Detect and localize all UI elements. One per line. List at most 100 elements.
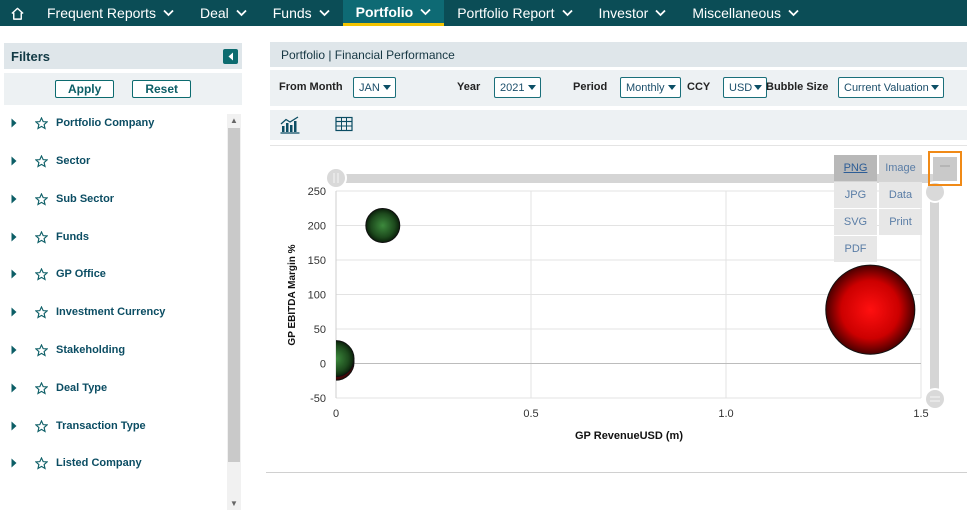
nav-funds[interactable]: Funds [260,0,343,26]
filter-portfolio-company[interactable]: Portfolio Company [4,113,226,133]
nav-portfolio-report-label: Portfolio Report [457,5,555,21]
bubble-size-select[interactable]: Current Valuation [838,77,944,98]
filter-label: Listed Company [56,457,142,469]
filter-deal-type[interactable]: Deal Type [4,378,226,398]
collapse-sidebar-button[interactable] [223,49,238,64]
home-icon [10,7,24,20]
from-month-select[interactable]: JAN [353,77,396,98]
filter-label: Sub Sector [56,193,115,205]
year-select[interactable]: 2021 [494,77,541,98]
filter-label: Sector [56,155,91,167]
nav-portfolio-label: Portfolio [355,3,414,20]
scroll-up-icon[interactable]: ▲ [230,116,238,125]
from-month-label: From Month [279,81,343,93]
ccy-label: CCY [687,81,711,93]
star-icon[interactable] [35,456,49,470]
period-select[interactable]: Monthly [620,77,681,98]
table-view-icon[interactable] [335,116,355,134]
divider [266,472,967,473]
star-icon[interactable] [35,381,49,395]
chevron-down-icon [561,9,573,17]
star-icon[interactable] [35,267,49,281]
caret-right-icon[interactable] [11,421,23,431]
star-icon[interactable] [35,192,49,206]
export-jpg[interactable]: JPG [834,182,877,208]
dropdown-arrow-icon [383,85,391,90]
filter-label: Deal Type [56,382,108,394]
export-data[interactable]: Data [879,182,922,208]
caret-right-icon[interactable] [11,232,23,242]
filter-sub-sector[interactable]: Sub Sector [4,189,226,209]
star-icon[interactable] [35,343,49,357]
caret-right-icon[interactable] [11,156,23,166]
filter-label: Portfolio Company [56,117,155,129]
filters-scrollbar[interactable]: ▲ ▼ [227,114,241,510]
menu-icon [933,156,957,181]
filter-stakeholding[interactable]: Stakeholding [4,340,226,360]
filter-transaction-type[interactable]: Transaction Type [4,416,226,436]
filter-funds[interactable]: Funds [4,227,226,247]
nav-deal-label: Deal [199,5,229,21]
filter-label: GP Office [56,268,106,280]
caret-right-icon[interactable] [11,345,23,355]
scroll-thumb[interactable] [228,128,240,462]
chevron-down-icon [319,9,330,17]
reset-button[interactable]: Reset [132,80,192,98]
star-icon[interactable] [35,419,49,433]
dropdown-arrow-icon [754,85,762,90]
nav-portfolio[interactable]: Portfolio [342,0,445,26]
from-month-value: JAN [359,81,380,94]
export-png[interactable]: PNG [834,155,877,181]
nav-deal[interactable]: Deal [187,0,260,26]
dropdown-arrow-icon [931,85,939,90]
caret-right-icon[interactable] [11,458,23,468]
filter-gp-office[interactable]: GP Office [4,264,226,284]
year-label: Year [457,81,481,93]
export-svg[interactable]: SVG [834,209,877,235]
nav-miscellaneous[interactable]: Miscellaneous [679,0,812,26]
chevron-down-icon [655,9,666,17]
caret-right-icon[interactable] [11,194,23,204]
scroll-down-icon[interactable]: ▼ [230,499,238,508]
apply-button[interactable]: Apply [54,80,115,98]
caret-right-icon[interactable] [11,383,23,393]
year-value: 2021 [500,81,525,94]
page-title: Portfolio | Financial Performance [270,42,967,67]
star-icon[interactable] [35,230,49,244]
filter-label: Investment Currency [56,306,166,318]
export-image[interactable]: Image [879,155,922,181]
export-print[interactable]: Print [879,209,922,235]
filter-list: Portfolio Company Sector Sub Sector Fund… [4,110,226,476]
nav-miscellaneous-label: Miscellaneous [692,5,782,21]
nav-investor[interactable]: Investor [586,0,680,26]
ccy-select[interactable]: USD [723,77,767,98]
caret-right-icon[interactable] [11,118,23,128]
period-value: Monthly [626,81,665,94]
home-button[interactable] [0,0,34,26]
filters-title: Filters [11,48,51,64]
ccy-value: USD [729,81,753,94]
filter-investment-currency[interactable]: Investment Currency [4,302,226,322]
period-label: Period [573,81,608,93]
filter-listed-company[interactable]: Listed Company [4,453,226,473]
dropdown-arrow-icon [528,85,536,90]
caret-right-icon[interactable] [11,307,23,317]
bubble-size-value: Current Valuation [844,81,929,94]
filter-actions: Apply Reset [4,73,242,105]
bubble-size-label: Bubble Size [766,81,829,93]
star-icon[interactable] [35,116,49,130]
export-menu-button[interactable] [928,151,962,186]
caret-right-icon[interactable] [11,269,23,279]
filter-label: Stakeholding [56,344,126,356]
export-pdf[interactable]: PDF [834,236,877,262]
chart-view-icon[interactable] [280,116,300,134]
chevron-down-icon [163,9,174,17]
filter-sector[interactable]: Sector [4,151,226,171]
nav-investor-label: Investor [598,5,649,21]
caret-left-icon [228,52,233,61]
nav-funds-label: Funds [272,5,312,21]
nav-portfolio-report[interactable]: Portfolio Report [444,0,585,26]
star-icon[interactable] [35,305,49,319]
star-icon[interactable] [35,154,49,168]
nav-frequent-reports[interactable]: Frequent Reports [34,0,187,26]
